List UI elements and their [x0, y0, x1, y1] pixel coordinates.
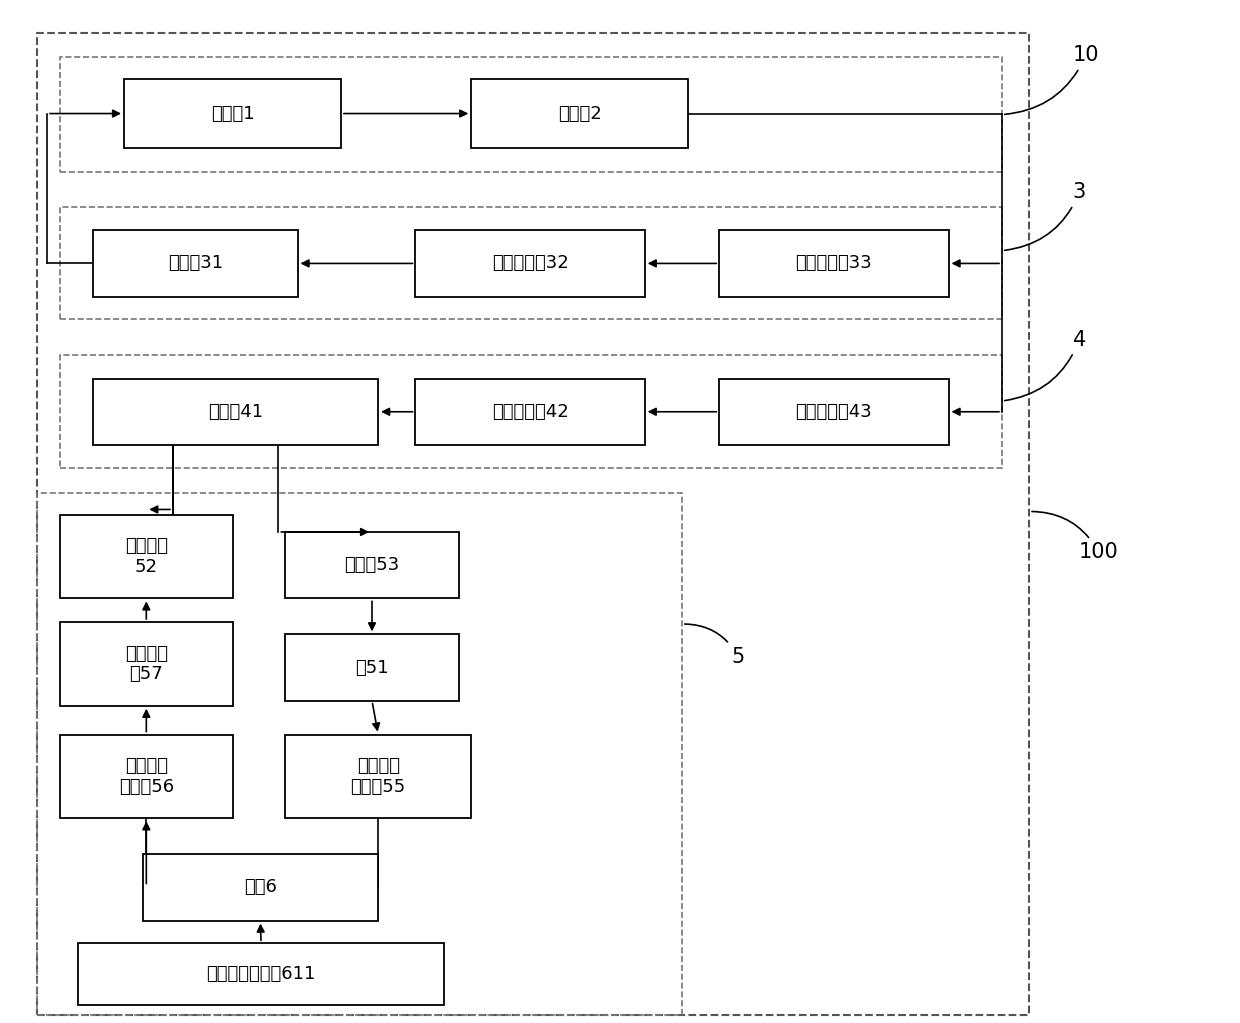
Text: 介质容器
52: 介质容器 52 [125, 537, 167, 576]
Bar [124, 79, 341, 148]
Text: 电池状态检模块611: 电池状态检模块611 [206, 965, 316, 983]
Bar [60, 515, 233, 598]
Bar [719, 230, 949, 297]
Text: 5: 5 [684, 624, 745, 667]
Text: 第二膨胀阀42: 第二膨胀阀42 [492, 403, 568, 420]
Bar [93, 230, 298, 297]
Text: 泵51: 泵51 [355, 659, 389, 676]
Text: 第一膨胀阀32: 第一膨胀阀32 [492, 255, 568, 272]
Bar [415, 379, 645, 445]
Text: 冷凝器2: 冷凝器2 [558, 104, 601, 123]
Bar [285, 532, 459, 598]
Bar [285, 634, 459, 701]
Bar [37, 33, 1029, 1015]
Bar [415, 230, 645, 297]
Bar [143, 854, 378, 921]
Text: 第二温度
传感器56: 第二温度 传感器56 [119, 757, 174, 796]
Bar [60, 735, 233, 818]
Text: 电池6: 电池6 [244, 879, 277, 896]
Bar [60, 57, 1002, 172]
Bar [60, 622, 233, 706]
Text: 10: 10 [1004, 45, 1099, 115]
Bar [471, 79, 688, 148]
Bar [719, 379, 949, 445]
Text: 3: 3 [1004, 182, 1086, 251]
Text: 第二电子阀43: 第二电子阀43 [796, 403, 872, 420]
Text: 第一温度
传感器55: 第一温度 传感器55 [351, 757, 405, 796]
Text: 换热器41: 换热器41 [208, 403, 263, 420]
Bar [60, 207, 1002, 319]
Text: 加热器53: 加热器53 [345, 557, 399, 574]
Text: 压缩机1: 压缩机1 [211, 104, 254, 123]
Bar [60, 355, 1002, 468]
Bar [37, 493, 682, 1015]
Text: 100: 100 [1032, 512, 1118, 563]
Bar [285, 735, 471, 818]
Text: 蒸发器31: 蒸发器31 [167, 255, 223, 272]
Bar [93, 379, 378, 445]
Text: 4: 4 [1004, 329, 1086, 401]
Bar [78, 943, 444, 1005]
Text: 第一电子阀33: 第一电子阀33 [796, 255, 872, 272]
Text: 流速传感
器57: 流速传感 器57 [125, 644, 167, 683]
